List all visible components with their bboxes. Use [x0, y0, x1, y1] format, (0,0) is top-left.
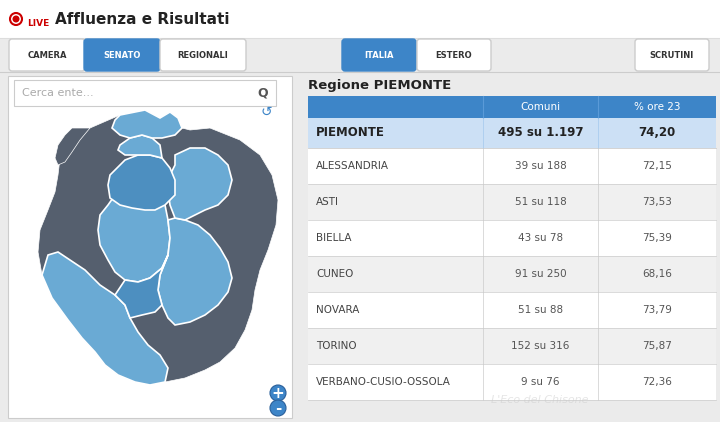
Text: ALESSANDRIA: ALESSANDRIA — [316, 161, 389, 171]
Text: Affluenza e Risultati: Affluenza e Risultati — [55, 13, 230, 27]
Text: SENATO: SENATO — [103, 51, 140, 60]
Text: TORINO: TORINO — [316, 341, 356, 351]
Polygon shape — [108, 155, 175, 210]
Circle shape — [12, 16, 19, 22]
Text: SCRUTINI: SCRUTINI — [650, 51, 694, 60]
Text: 91 su 250: 91 su 250 — [515, 269, 567, 279]
Bar — [308, 256, 716, 292]
Text: CAMERA: CAMERA — [27, 51, 67, 60]
Bar — [308, 184, 716, 220]
Text: 43 su 78: 43 su 78 — [518, 233, 563, 243]
Polygon shape — [158, 218, 232, 325]
Bar — [308, 148, 716, 184]
Text: ESTERO: ESTERO — [436, 51, 472, 60]
Text: NOVARA: NOVARA — [316, 305, 359, 315]
Polygon shape — [168, 148, 232, 220]
Text: L'Eco del Chisone: L'Eco del Chisone — [491, 395, 589, 405]
Text: 495 su 1.197: 495 su 1.197 — [498, 127, 583, 140]
FancyBboxPatch shape — [417, 39, 491, 71]
FancyBboxPatch shape — [160, 39, 246, 71]
Text: 152 su 316: 152 su 316 — [511, 341, 570, 351]
Text: BIELLA: BIELLA — [316, 233, 351, 243]
Text: REGIONALI: REGIONALI — [178, 51, 228, 60]
Text: % ore 23: % ore 23 — [634, 102, 680, 112]
Polygon shape — [115, 255, 168, 318]
Text: Cerca ente...: Cerca ente... — [22, 88, 94, 98]
Text: 51 su 88: 51 su 88 — [518, 305, 563, 315]
Text: LIVE: LIVE — [27, 19, 49, 27]
Text: VERBANO-CUSIO-OSSOLA: VERBANO-CUSIO-OSSOLA — [316, 377, 451, 387]
Bar — [308, 292, 716, 328]
Polygon shape — [38, 110, 278, 385]
Bar — [8, 76, 292, 418]
Bar — [308, 328, 716, 364]
Text: Q: Q — [257, 87, 268, 100]
Text: ITALIA: ITALIA — [364, 51, 394, 60]
Text: 75,39: 75,39 — [642, 233, 672, 243]
Circle shape — [270, 385, 286, 401]
Text: 72,36: 72,36 — [642, 377, 672, 387]
Bar — [0, 38, 720, 72]
Bar — [308, 96, 716, 118]
Text: CUNEO: CUNEO — [316, 269, 354, 279]
Text: +: + — [271, 386, 284, 400]
FancyBboxPatch shape — [84, 39, 160, 71]
Polygon shape — [112, 110, 182, 138]
Polygon shape — [55, 128, 90, 165]
FancyBboxPatch shape — [342, 39, 416, 71]
Text: ASTI: ASTI — [316, 197, 339, 207]
Text: ↺: ↺ — [261, 105, 272, 119]
Polygon shape — [98, 180, 170, 282]
Circle shape — [270, 400, 286, 416]
Text: PIEMONTE: PIEMONTE — [316, 127, 385, 140]
Polygon shape — [42, 252, 168, 385]
Bar — [308, 364, 716, 400]
Text: Comuni: Comuni — [521, 102, 561, 112]
Polygon shape — [118, 135, 162, 158]
Text: 72,15: 72,15 — [642, 161, 672, 171]
Text: 9 su 76: 9 su 76 — [521, 377, 559, 387]
Text: -: - — [275, 400, 282, 416]
Bar — [308, 118, 716, 148]
Text: 75,87: 75,87 — [642, 341, 672, 351]
Text: Regione PIEMONTE: Regione PIEMONTE — [308, 78, 451, 92]
Text: 73,79: 73,79 — [642, 305, 672, 315]
Bar — [0, 0, 720, 38]
Circle shape — [10, 13, 22, 25]
Bar — [14, 80, 276, 106]
Text: 73,53: 73,53 — [642, 197, 672, 207]
Text: 68,16: 68,16 — [642, 269, 672, 279]
Text: 74,20: 74,20 — [639, 127, 675, 140]
FancyBboxPatch shape — [635, 39, 709, 71]
FancyBboxPatch shape — [9, 39, 85, 71]
Text: 51 su 118: 51 su 118 — [515, 197, 567, 207]
Bar — [308, 220, 716, 256]
Text: 39 su 188: 39 su 188 — [515, 161, 567, 171]
